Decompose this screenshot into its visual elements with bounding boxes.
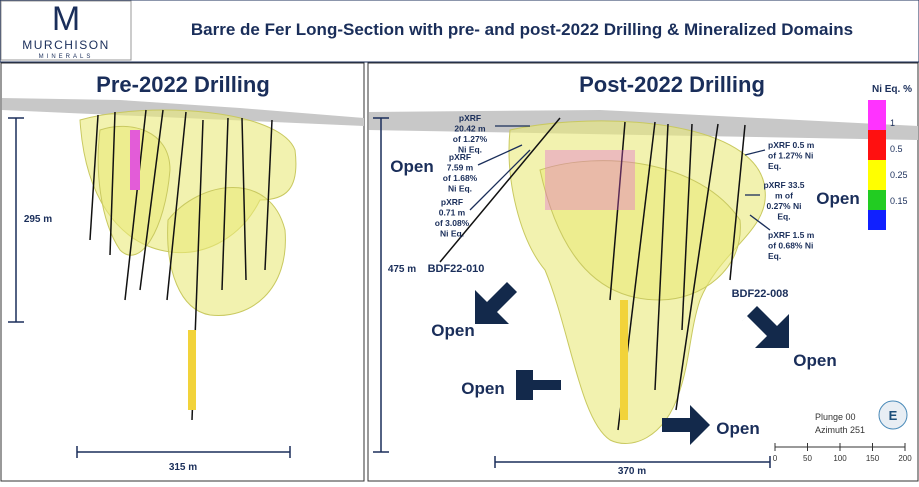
drill-hole [729, 124, 746, 281]
drill-hole [609, 121, 626, 301]
drill-hole [166, 111, 187, 301]
legend-swatch [868, 210, 886, 230]
width-label: 370 m [618, 466, 646, 477]
drill-hole [681, 123, 693, 331]
assay-interval [130, 130, 140, 190]
legend-title: Ni Eq. % [872, 84, 912, 95]
annotation-line: 7.59 m [447, 163, 474, 173]
annotation-line: Ni Eq. [458, 145, 482, 155]
annotation-line: pXRF 0.5 m [768, 140, 815, 150]
annotation-line: Eq. [768, 251, 781, 261]
annotation-line: 0.71 m [439, 208, 466, 218]
scale [373, 117, 771, 468]
annotation-line: of 0.68% Ni [768, 241, 813, 251]
annotation-line: pXRF 33.5 [763, 180, 804, 190]
arrow [516, 370, 561, 400]
open-label: Open [816, 189, 859, 208]
arrow [475, 277, 517, 324]
annotation-line: pXRF [459, 113, 481, 123]
annotation-line: Eq. [777, 212, 790, 222]
assay-interval [188, 330, 196, 410]
legend-label: 0.5 [890, 144, 903, 154]
annotation-line: pXRF [441, 197, 463, 207]
drill-hole [675, 123, 719, 411]
annotation-line: Eq. [768, 161, 781, 171]
title: Barre de Fer Long-Section with pre- and … [191, 20, 853, 39]
compass-label: E [889, 408, 898, 423]
annotation-line: pXRF [449, 152, 471, 162]
azimuth: Azimuth 251 [815, 425, 865, 435]
legend-swatch [868, 190, 886, 210]
arrows [475, 277, 789, 445]
drill-hole [139, 109, 164, 291]
legend-swatch [868, 130, 886, 160]
scale-bar-label: 0 [773, 454, 778, 463]
annotation-line: of 3.08% [435, 218, 470, 228]
depth-label: 475 m [388, 264, 416, 275]
drill-hole [124, 109, 147, 301]
leader-lines [469, 125, 771, 231]
scale-bar-label: 100 [833, 454, 847, 463]
plunge: Plunge 00 [815, 412, 856, 422]
open-label: Open [431, 321, 474, 340]
drill-hole [221, 117, 229, 291]
compass [878, 400, 908, 430]
logo-name: MURCHISON [22, 38, 110, 52]
open-label: Open [461, 379, 504, 398]
legend-label: 0.25 [890, 170, 908, 180]
scale-bar: 0 50 100 150 200 [773, 443, 912, 463]
logo-letter: M [52, 0, 80, 38]
drill-hole [109, 111, 116, 256]
hole-label: BDF22-008 [732, 288, 789, 300]
drill-hole [439, 117, 561, 263]
assay-interval [545, 150, 635, 210]
drill-hole [89, 114, 99, 241]
title-bar [0, 0, 919, 63]
drill-holes [439, 117, 746, 431]
annotation-line: 20.42 m [454, 124, 486, 134]
panel-title: Post-2022 Drilling [579, 72, 765, 97]
annotation-line: 0.27% Ni [767, 201, 802, 211]
scale-bar-label: 200 [898, 454, 912, 463]
legend-swatch [868, 160, 886, 190]
arrow [662, 405, 710, 445]
drill-hole [654, 123, 669, 391]
open-label: Open [390, 157, 433, 176]
width-label: 315 m [169, 462, 197, 473]
logo-sub: MINERALS [39, 54, 94, 60]
annotation-line: of 1.27% Ni [768, 151, 813, 161]
scale [8, 117, 291, 458]
depth-label: 295 m [24, 214, 52, 225]
drill-hole [241, 117, 247, 281]
arrow [742, 306, 789, 348]
drill-holes [89, 109, 273, 421]
annotation-line: Ni Eq. [440, 229, 464, 239]
assay-interval [620, 300, 628, 420]
panel-title: Pre-2022 Drilling [96, 72, 270, 97]
hole-label: BDF22-010 [428, 263, 485, 275]
legend-label: 1 [890, 118, 895, 128]
annotation-line: Ni Eq. [448, 184, 472, 194]
legend-label: 0.15 [890, 196, 908, 206]
scale-bar-label: 50 [803, 454, 812, 463]
annotation-line: of 1.68% [443, 173, 478, 183]
annotation-line: of 1.27% [453, 134, 488, 144]
annotation-line: m of [775, 191, 793, 201]
logo-box [0, 0, 132, 61]
domain [97, 125, 171, 256]
domain [539, 160, 741, 301]
drill-hole [264, 119, 273, 271]
legend-swatch [868, 100, 886, 130]
open-label: Open [793, 351, 836, 370]
annotation-line: pXRF 1.5 m [768, 230, 815, 240]
open-label: Open [716, 419, 759, 438]
scale-bar-label: 150 [866, 454, 880, 463]
